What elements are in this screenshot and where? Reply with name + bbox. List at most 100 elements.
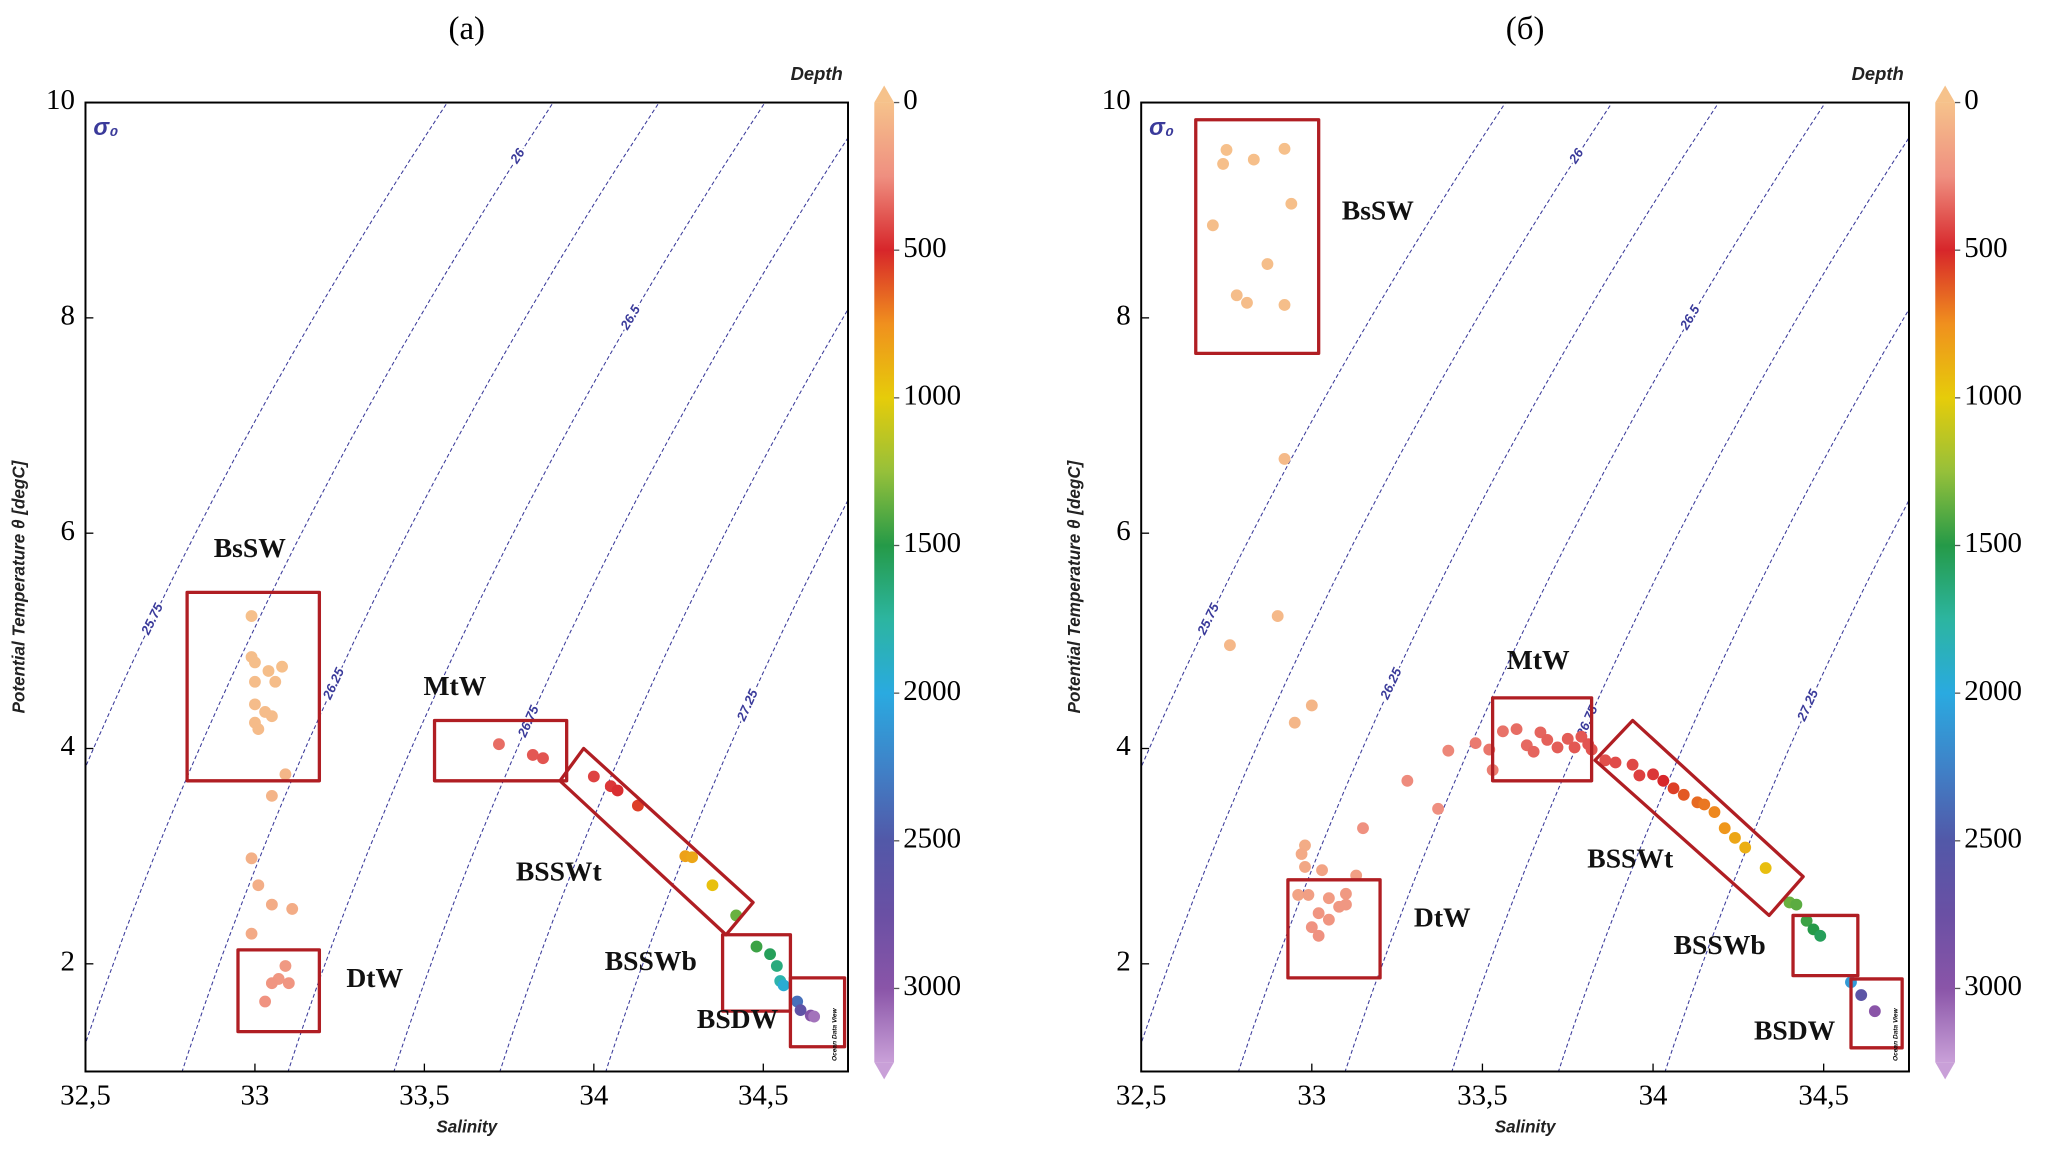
colorbar-tick-label: 1000 [1964,379,2022,411]
isopycnal-label: 25.75 [1194,600,1223,638]
region-box [1849,977,1904,1050]
point [794,1004,807,1017]
point [537,752,549,765]
point [1575,730,1588,743]
point [1401,774,1414,787]
y-axis-label: Potential Temperature θ [degC] [1065,459,1084,713]
point [611,784,624,797]
point [686,851,699,864]
colorbar [1935,102,1955,1063]
colorbar-tick-label: 500 [903,232,946,264]
point [249,675,261,688]
point [1633,769,1646,782]
point [282,977,295,990]
point [1534,726,1547,739]
y-tick-label: 10 [46,84,75,116]
colorbar-label: Depth [791,63,843,84]
colorbar-tick-label: 0 [903,84,917,116]
region-box [788,976,847,1049]
isopycnal [393,136,849,1072]
colorbar-tick-label: 2500 [1964,822,2022,854]
point [1302,889,1315,901]
point [493,738,505,751]
isopycnal-label: 26 [1565,145,1586,167]
colorbar-label: Depth [1852,63,1904,84]
point [1305,699,1318,712]
region-box [1593,718,1805,918]
point [706,879,719,892]
point [1667,782,1680,795]
x-tick-label: 34 [1639,1079,1668,1111]
point [1217,157,1230,170]
isopycnal [605,499,849,1072]
point [1814,929,1827,942]
isopycnal-label: 26.25 [319,665,347,703]
colorbar-tick-label: 1000 [903,379,961,411]
y-axis-label: Potential Temperature θ [degC] [9,459,28,713]
point [252,723,265,736]
colorbar-tick-label: 3000 [903,970,961,1002]
point [252,879,265,892]
isopycnal-label: 26.5 [617,302,644,333]
point [1442,744,1455,757]
point [245,927,258,940]
x-tick-label: 32,5 [60,1079,111,1111]
point [1599,754,1612,767]
point [1322,892,1335,905]
y-tick-label: 4 [1116,730,1130,762]
point [1224,639,1236,652]
point [1551,741,1564,754]
plot-frame [84,101,850,1073]
point [1322,913,1335,926]
point [1278,452,1291,465]
colorbar-arrow [874,85,895,103]
isopycnal [1664,499,1909,1072]
point [265,898,278,911]
point [1510,723,1523,736]
point [1855,989,1868,1001]
point [1609,756,1622,769]
contour-label: σ₀ [1149,115,1174,141]
point [1241,296,1253,309]
point [1647,768,1659,781]
point [1312,929,1325,942]
point [1527,745,1540,758]
point [265,789,278,802]
point [1868,1005,1881,1018]
point [808,1010,821,1023]
point [777,979,790,992]
point [269,675,282,688]
point [1288,716,1301,729]
colorbar-tick-label: 500 [1964,232,2007,264]
point [1278,142,1291,155]
point [1561,732,1574,745]
point [265,710,278,723]
point [1292,889,1305,901]
isopycnal-label: 27.25 [1793,686,1821,724]
y-tick-label: 2 [61,945,75,977]
point [1496,725,1509,738]
point [1340,898,1352,911]
x-tick-label: 33,5 [1457,1079,1508,1111]
region-box [1490,696,1594,783]
x-tick-label: 34,5 [738,1079,789,1111]
point [1305,921,1318,934]
colorbar-tick-label: 2500 [903,822,961,854]
point [1278,299,1291,311]
point [286,903,299,915]
colorbar-arrow [874,1062,895,1080]
point [1541,733,1554,746]
colorbar-tick-label: 3000 [1964,970,2022,1002]
x-tick-label: 34 [579,1079,608,1111]
point [259,995,272,1008]
point [1312,907,1325,920]
isopycnal-label: 26.5 [1676,302,1703,333]
colorbar-arrow [1935,85,1955,103]
colorbar-tick-label: 1500 [903,527,961,559]
point [764,948,776,961]
region-label: BsSW [214,532,286,563]
point [1800,914,1813,927]
region-label: BSSWt [516,856,603,887]
